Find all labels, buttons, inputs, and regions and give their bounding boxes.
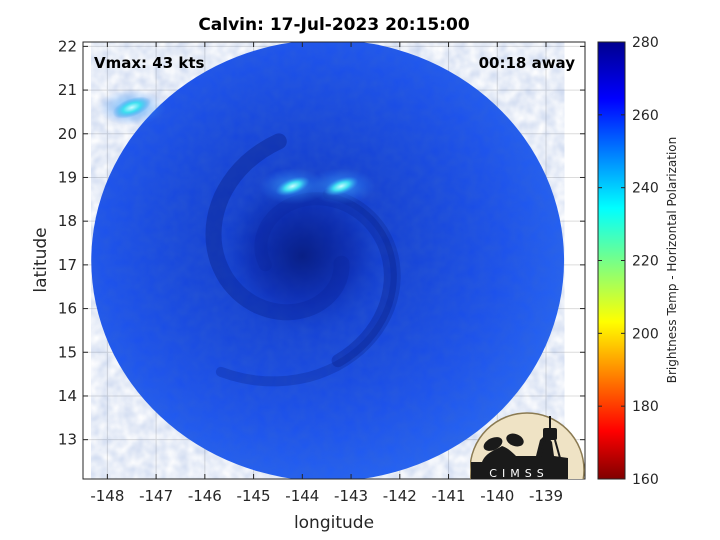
x-tick-label: -144: [285, 487, 319, 505]
y-tick-label: 16: [58, 300, 77, 318]
y-tick-label: 18: [58, 212, 77, 230]
x-tick-label: -141: [432, 487, 466, 505]
colorbar-tick-label: 180: [632, 399, 659, 415]
warm-feature: [112, 96, 151, 119]
microwave-swath: [91, 42, 564, 479]
y-tick-label: 17: [58, 256, 77, 274]
plot-frame: [82, 41, 586, 480]
y-tick-label: 22: [58, 37, 77, 55]
colorbar: 160 180 200 220 240 260 280 Brightness Temp - …: [597, 35, 679, 488]
y-tick-label: 19: [58, 168, 77, 186]
colorbar-tick-label: 280: [632, 35, 659, 51]
colorbar-tick-label: 220: [632, 254, 659, 270]
y-tick-label: 20: [58, 125, 77, 143]
colorbar-tick-label: 260: [632, 108, 659, 124]
x-tick-label: -143: [334, 487, 368, 505]
chart-title: Calvin: 17-Jul-2023 20:15:00: [198, 15, 469, 35]
y-axis-ticks: 13 14 15 16 17 18 19 20 21 22: [58, 37, 585, 449]
colorbar-label: Brightness Temp - Horizontal Polarizatio…: [665, 137, 679, 384]
x-tick-label: -147: [139, 487, 173, 505]
warm-feature: [275, 176, 310, 196]
cimss-logo: CIMSS: [470, 412, 585, 480]
colorbar-scale: [597, 41, 626, 480]
x-tick-label: -142: [383, 487, 417, 505]
logo-text: CIMSS: [489, 467, 548, 480]
x-axis-ticks: -148 -147 -146 -145 -144 -143 -142 -141 -140 -139: [90, 42, 563, 505]
vmax-annotation: Vmax: 43 kts: [94, 54, 204, 72]
y-tick-label: 13: [58, 431, 77, 449]
warm-features: [97, 89, 376, 205]
x-tick-label: -148: [90, 487, 124, 505]
x-tick-label: -146: [188, 487, 222, 505]
colorbar-tick-label: 200: [632, 326, 659, 342]
colorbar-tick-label: 160: [632, 472, 659, 488]
x-tick-label: -140: [480, 487, 514, 505]
colorbar-tick-label: 240: [632, 181, 659, 197]
y-tick-label: 21: [58, 81, 77, 99]
time-offset-annotation: 00:18 away: [479, 54, 576, 72]
x-axis-label: longitude: [294, 513, 374, 533]
y-tick-label: 15: [58, 343, 77, 361]
plot-area: -148 -147 -146 -145 -144 -143 -142 -141 -140 -139…: [58, 37, 586, 505]
colorbar-ticks: 160 180 200 220 240 260 280: [598, 35, 659, 488]
x-tick-label: -145: [237, 487, 271, 505]
x-tick-label: -139: [529, 487, 563, 505]
storm-eye: [217, 176, 388, 337]
warm-feature: [324, 176, 359, 196]
y-axis-label: latitude: [31, 227, 51, 292]
y-tick-label: 14: [58, 387, 77, 405]
